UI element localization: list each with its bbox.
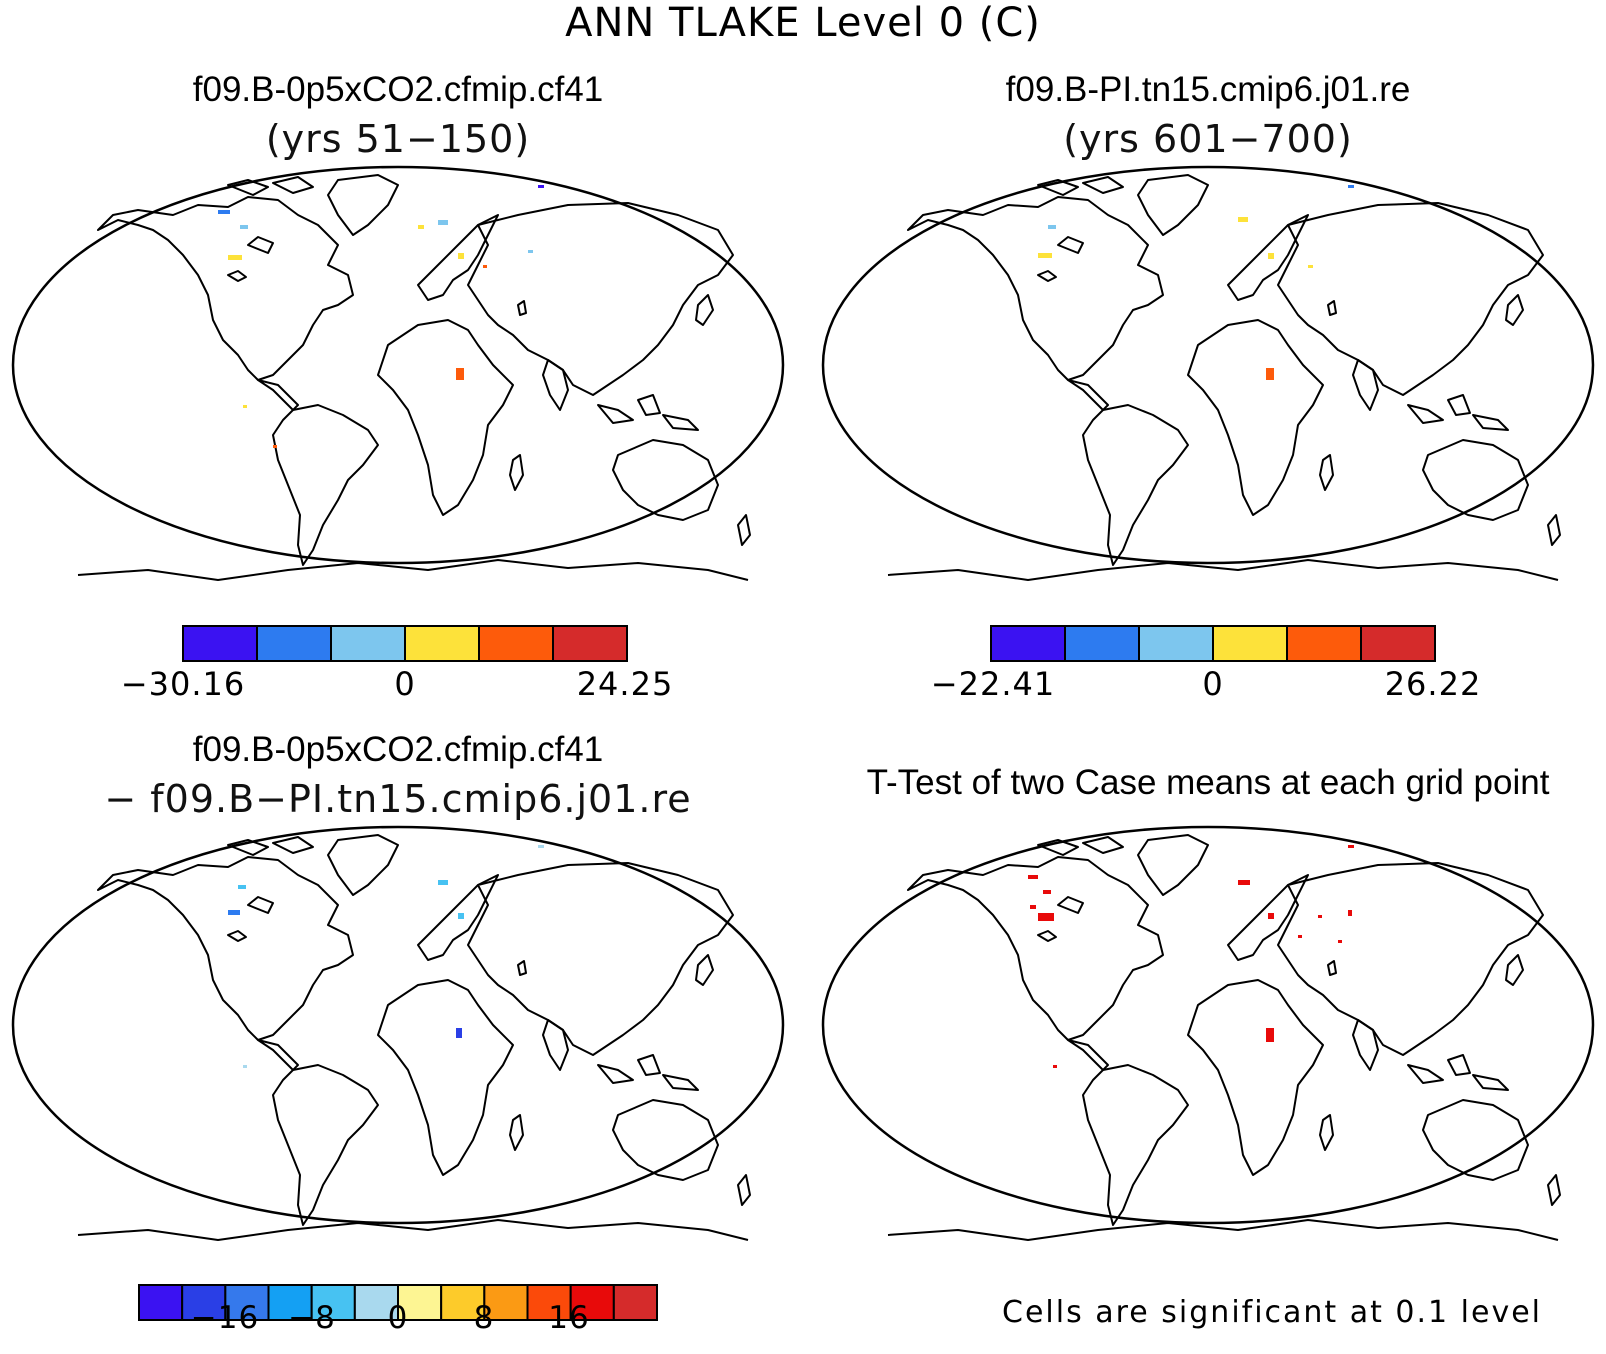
- panel-1-lake-cells: [218, 185, 544, 448]
- colorbar-diff-label-2: −8: [288, 1300, 336, 1336]
- panel-2-subtitle: (yrs 601−700): [1063, 117, 1353, 161]
- colorbar-case2-segment-4: [1212, 625, 1288, 662]
- panel-4-significant-cells: [1028, 845, 1354, 1068]
- colorbar-case1: [182, 625, 628, 662]
- map-panel-3: [11, 825, 785, 1241]
- colorbar-diff-segment-5: [310, 1284, 356, 1321]
- colorbar-case2-label-max: 26.22: [1384, 665, 1482, 703]
- colorbar-diff-label-3: 0: [387, 1300, 409, 1336]
- colorbar-case1-segment-3: [330, 625, 406, 662]
- map-panel-2: [821, 165, 1595, 581]
- colorbar-case1-segment-5: [478, 625, 554, 662]
- colorbar-case2-segment-1: [990, 625, 1066, 662]
- colorbar-case1-segment-4: [404, 625, 480, 662]
- panel-3-title: f09.B-0p5xCO2.cfmip.cf41: [192, 730, 604, 769]
- colorbar-diff-segment-6: [353, 1284, 400, 1321]
- colorbar-case1-segment-2: [256, 625, 332, 662]
- colorbar-diff-segment-3: [224, 1284, 270, 1321]
- colorbar-case2-segment-5: [1286, 625, 1362, 662]
- colorbar-diff-label-1: −16: [190, 1300, 260, 1336]
- colorbar-case2-label-min: −22.41: [930, 665, 1056, 703]
- colorbar-diff-segment-12: [612, 1284, 658, 1321]
- colorbar-case1-label-min: −30.16: [120, 665, 246, 703]
- colorbar-case1-label-zero: 0: [394, 665, 416, 703]
- panel-2-lake-cells: [1038, 185, 1354, 380]
- colorbar-case2-label-zero: 0: [1202, 665, 1224, 703]
- colorbar-diff-segment-1: [138, 1284, 184, 1321]
- main-title: ANN TLAKE Level 0 (C): [565, 0, 1041, 46]
- colorbar-case2-segment-2: [1064, 625, 1140, 662]
- colorbar-diff-segment-4: [267, 1284, 313, 1321]
- colorbar-diff-segment-9: [483, 1284, 529, 1321]
- colorbar-case1-segment-1: [182, 625, 258, 662]
- colorbar-case2-segment-3: [1138, 625, 1214, 662]
- panel-4-title: T-Test of two Case means at each grid po…: [866, 763, 1550, 802]
- colorbar-diff-label-4: 8: [473, 1300, 495, 1336]
- colorbar-diff: [138, 1284, 658, 1321]
- panel-1-title: f09.B-0p5xCO2.cfmip.cf41: [192, 70, 604, 109]
- panel-1-subtitle: (yrs 51−150): [265, 117, 531, 161]
- colorbar-diff-segment-11: [569, 1284, 615, 1321]
- colorbar-case2-segment-6: [1360, 625, 1436, 662]
- significance-note: Cells are significant at 0.1 level: [1002, 1295, 1543, 1330]
- map-panel-1: [11, 165, 785, 581]
- colorbar-diff-segment-8: [440, 1284, 486, 1321]
- panel-3-subtitle: − f09.B−PI.tn15.cmip6.j01.re: [104, 777, 692, 821]
- map-panel-4: [821, 825, 1595, 1241]
- colorbar-case1-label-max: 24.25: [576, 665, 674, 703]
- colorbar-diff-segment-2: [181, 1284, 227, 1321]
- panel-2-title: f09.B-PI.tn15.cmip6.j01.re: [1005, 70, 1411, 109]
- colorbar-diff-label-5: 16: [548, 1300, 590, 1336]
- colorbar-case2: [990, 625, 1436, 662]
- panel-3-lake-cells: [228, 845, 544, 1068]
- colorbar-case1-segment-6: [552, 625, 628, 662]
